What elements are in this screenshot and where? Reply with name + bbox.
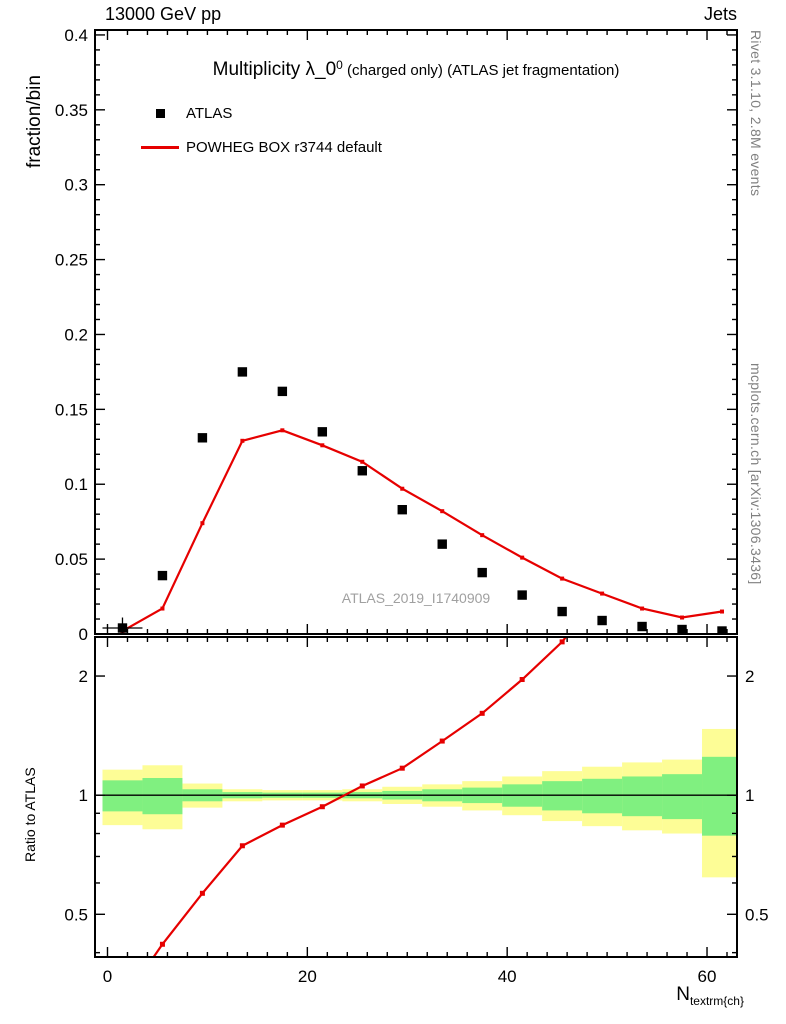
main-y-tick-label: 0.25 (55, 251, 88, 270)
atlas-point (397, 504, 407, 515)
atlas-point (317, 427, 328, 437)
atlas-point (517, 590, 527, 600)
powheg-marker (320, 443, 325, 448)
band-green-bin (622, 776, 663, 817)
atlas-point (557, 606, 567, 617)
atlas-point (637, 621, 647, 632)
powheg-marker (520, 555, 525, 560)
ratio-marker (439, 738, 445, 744)
black-square-icon (155, 109, 165, 118)
legend-label-atlas: ATLAS (186, 105, 233, 122)
atlas-point (237, 367, 248, 377)
powheg-marker-icon (140, 146, 180, 149)
mcplots-reference-label: mcplots.cern.ch [arXiv:1306.3436] (748, 363, 764, 585)
powheg-marker (480, 533, 485, 538)
atlas-point (357, 466, 367, 476)
beam-energy-label: 13000 GeV pp (105, 4, 222, 24)
uncertainty-bands (102, 728, 737, 878)
ratio-marker (479, 710, 485, 716)
plot-title: Multiplicity λ_00 (charged only) (ATLAS … (95, 58, 737, 81)
main-y-tick-label: 0.35 (55, 101, 88, 120)
ratio-marker (279, 822, 285, 828)
powheg-marker (280, 428, 285, 433)
ratio-marker (559, 639, 565, 645)
x-tick-label: 60 (698, 967, 717, 986)
ratio-y-tick-label-left: 2 (79, 667, 88, 686)
atlas-point (117, 623, 128, 633)
main-series (102, 367, 727, 634)
ratio-marker (120, 1000, 125, 1005)
rivet-version-label: Rivet 3.1.10, 2.8M events (748, 30, 764, 197)
powheg-marker (240, 438, 245, 443)
atlas-point (597, 615, 607, 626)
plot-title-observable: Multiplicity λ_0 (212, 59, 337, 80)
process-label: Jets (703, 4, 737, 24)
powheg-marker (200, 521, 205, 526)
powheg-marker (560, 576, 565, 581)
atlas-point (717, 626, 727, 634)
plot-title-superscript: 0 (336, 58, 343, 72)
atlas-point (157, 570, 168, 581)
ratio-y-tick-label-left: 1 (79, 786, 88, 805)
atlas-marker-icon (140, 109, 180, 118)
powheg-marker (600, 591, 605, 596)
legend-item-powheg: POWHEG BOX r3744 default (140, 139, 382, 156)
x-axis-label-base: N (676, 984, 690, 1005)
ratio-y-tick-label-right: 0.5 (745, 905, 769, 924)
atlas-point (677, 624, 687, 634)
powheg-marker (360, 459, 365, 464)
ratio-marker (519, 677, 525, 683)
powheg-marker (720, 609, 725, 614)
band-green-bin (582, 778, 623, 814)
red-line-icon (141, 146, 179, 149)
band-green-bin (702, 756, 737, 836)
main-y-tick-label: 0.4 (64, 26, 88, 45)
plot-title-qualifier: (charged only) (ATLAS jet fragmentation) (342, 62, 620, 79)
x-tick-label: 20 (298, 967, 317, 986)
ratio-marker (199, 890, 205, 896)
main-y-tick-label: 0 (79, 625, 88, 644)
main-y-tick-label: 0.2 (64, 325, 88, 344)
ratio-panel-frame (94, 636, 738, 958)
powheg-marker (400, 486, 405, 491)
legend-label-powheg: POWHEG BOX r3744 default (186, 139, 382, 156)
analysis-watermark: ATLAS_2019_I1740909 (341, 590, 491, 606)
main-panel-frame (94, 29, 738, 635)
x-axis-label-subscript: textrm{ch} (689, 993, 744, 1008)
main-y-tick-label: 0.15 (55, 400, 88, 419)
ratio-y-axis-label: Ratio to ATLAS (22, 767, 38, 862)
atlas-point (437, 539, 447, 549)
ratio-y-tick-label-right: 1 (745, 786, 754, 805)
x-tick-label: 40 (498, 967, 517, 986)
main-y-tick-label: 0.1 (64, 475, 88, 494)
powheg-marker (640, 606, 645, 611)
ratio-y-tick-label-left: 0.5 (64, 905, 88, 924)
band-green-bin (662, 774, 703, 820)
main-y-tick-label: 0.3 (64, 176, 88, 195)
ratio-marker (359, 783, 365, 789)
powheg-marker (160, 606, 165, 611)
atlas-point (277, 386, 288, 397)
atlas-point (197, 433, 208, 443)
x-tick-label: 0 (103, 967, 112, 986)
atlas-point (477, 567, 487, 578)
ratio-powheg-curve (120, 637, 568, 1005)
powheg-marker (680, 615, 685, 620)
main-y-axis-label: fraction/bin (24, 75, 45, 168)
powheg-line (121, 429, 723, 632)
band-green-bin (142, 778, 183, 815)
ratio-marker (319, 804, 325, 810)
ratio-marker (159, 941, 165, 947)
powheg-marker (440, 509, 445, 514)
ratio-marker (399, 765, 405, 771)
main-y-tick-label: 0.05 (55, 550, 88, 569)
x-axis-label: Ntextrm{ch} (676, 984, 744, 1008)
ratio-y-tick-label-right: 2 (745, 667, 754, 686)
legend-item-atlas: ATLAS (140, 105, 232, 122)
ratio-marker (239, 843, 245, 849)
